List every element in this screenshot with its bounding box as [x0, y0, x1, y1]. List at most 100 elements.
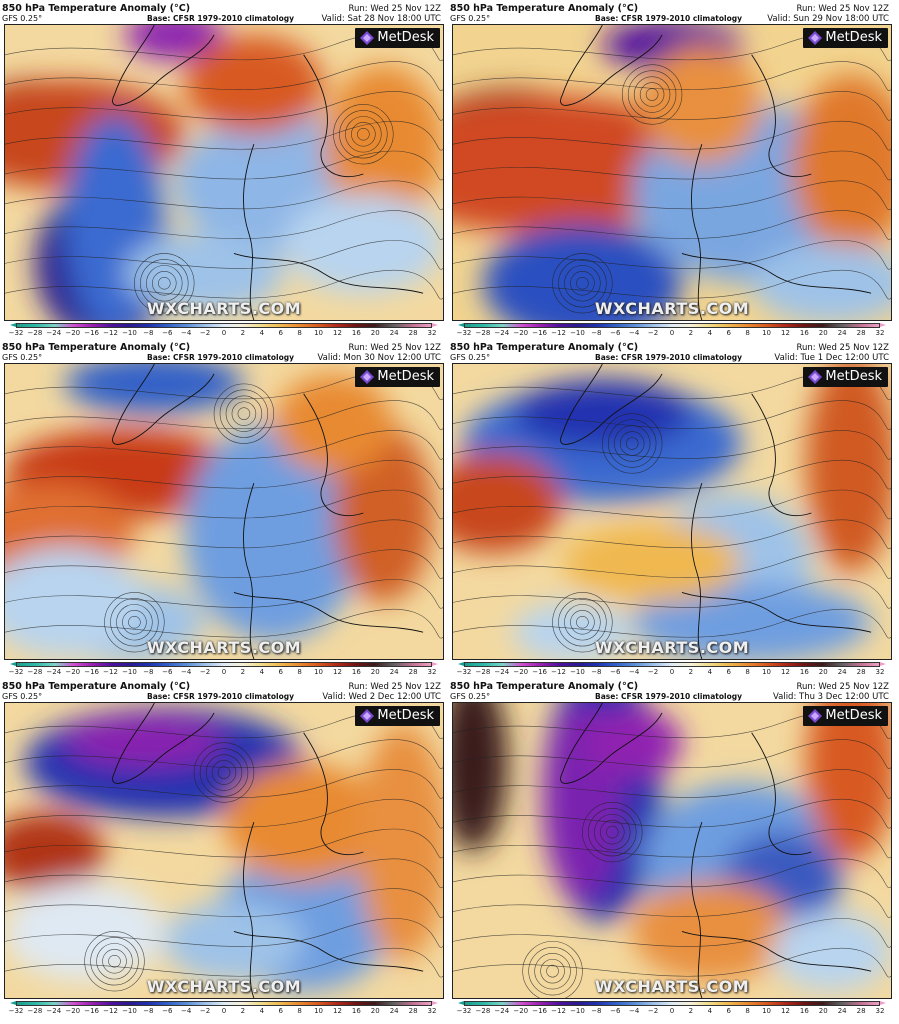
- colorbar-tick-label: 0: [669, 1007, 675, 1015]
- anomaly-region: [453, 453, 563, 553]
- coastline: [243, 483, 255, 659]
- colorbar-tick-label: −20: [513, 329, 529, 337]
- coastline: [681, 253, 872, 294]
- anomaly-map: MetDesk WXCHARTS.COM: [452, 363, 892, 660]
- isobar-line: [453, 370, 891, 401]
- map-canvas: [5, 25, 443, 320]
- colorbar-tick-label: 12: [780, 1007, 790, 1015]
- map-panel-1: 850 hPa Temperature Anomaly (°C) GFS 0.2…: [0, 3, 445, 339]
- pressure-centre-contour: [645, 88, 659, 101]
- pressure-centre-contour: [602, 413, 663, 474]
- anomaly-region: [771, 911, 891, 992]
- isobar-line: [453, 709, 891, 740]
- pressure-centre-contour: [600, 819, 625, 845]
- pressure-centre-contour: [558, 259, 607, 308]
- colorbar-tick-label: −6: [162, 329, 173, 337]
- colorbar-tick-label: −8: [143, 1007, 154, 1015]
- anomaly-region: [283, 193, 443, 294]
- anomaly-region: [632, 582, 872, 659]
- anomaly-field: [453, 703, 891, 992]
- pressure-centre-contour: [217, 766, 231, 779]
- colorbar-tick-label: −8: [143, 329, 154, 337]
- isobar-line: [5, 769, 443, 799]
- colorbar-min-arrow: [458, 323, 464, 327]
- pressure-centre-contour: [104, 592, 165, 653]
- colorbar-tick-label: 10: [762, 329, 771, 337]
- colorbar-tick-label: −12: [103, 329, 118, 337]
- colorbar-tick-label: 2: [688, 668, 694, 676]
- colorbar-tick-label: −6: [162, 1007, 173, 1015]
- pressure-centre-contour: [158, 276, 171, 290]
- panel-header: 850 hPa Temperature Anomaly (°C) GFS 0.2…: [450, 3, 889, 25]
- pressure-centre-contour: [213, 383, 275, 444]
- colorbar-tick-label: −12: [551, 1007, 566, 1015]
- colorbar-tick-label: 4: [259, 668, 265, 676]
- colorbar-gradient: [464, 323, 880, 328]
- colorbar-tick-label: −16: [532, 668, 548, 676]
- model-label: GFS 0.25°: [450, 353, 491, 362]
- metdesk-logo: MetDesk: [355, 28, 440, 48]
- pressure-centre-contour: [552, 592, 613, 653]
- anomaly-region: [806, 364, 891, 573]
- colorbar-tick-label: −12: [103, 668, 118, 676]
- colorbar-tick-label: 4: [707, 668, 713, 676]
- pressure-centre-contour: [619, 431, 645, 456]
- anomaly-region: [751, 243, 891, 320]
- coastline: [560, 703, 663, 784]
- colorbar-ticks: −32 −28 −24 −20 −16 −12 −10 −8 −6 −4 −2 0 2 4 6 8 10 12 16…: [457, 668, 885, 677]
- colorbar-tick-label: −10: [122, 329, 137, 337]
- logo-text: MetDesk: [825, 369, 882, 384]
- colorbar-tick-label: −32: [456, 1007, 472, 1015]
- colorbar-tick-label: 4: [259, 1007, 265, 1015]
- colorbar-tick-label: 6: [278, 1007, 283, 1015]
- pressure-centre-contour: [231, 401, 257, 426]
- panel-title: 850 hPa Temperature Anomaly (°C): [2, 342, 191, 353]
- colorbar-tick-label: 0: [669, 329, 675, 337]
- pressure-centre-contour: [522, 941, 583, 998]
- anomaly-region: [323, 64, 443, 224]
- run-label: Run: Wed 25 Nov 12Z: [796, 682, 889, 692]
- panel-title: 850 hPa Temperature Anomaly (°C): [2, 681, 191, 692]
- colorbar-tick-label: 2: [688, 329, 694, 337]
- pressure-centre-contour: [146, 265, 183, 302]
- anomaly-region: [482, 223, 682, 320]
- isobar-line: [5, 489, 443, 520]
- pressure-centre-contour: [528, 947, 577, 996]
- anomaly-region: [582, 707, 682, 778]
- colorbar-tick-label: −10: [570, 668, 585, 676]
- panel-title: 850 hPa Temperature Anomaly (°C): [450, 3, 639, 14]
- colorbar-tick-label: −20: [65, 329, 81, 337]
- pressure-centre-contour: [152, 271, 177, 296]
- anomaly-region: [512, 378, 692, 449]
- isobar-line: [453, 240, 891, 270]
- isobar-line: [453, 579, 891, 609]
- colorbar-tick-label: −32: [8, 1007, 24, 1015]
- colorbar-tick-label: 8: [745, 1007, 750, 1015]
- anomaly-region: [632, 881, 792, 982]
- run-label: Run: Wed 25 Nov 12Z: [348, 4, 441, 14]
- pressure-centre-contour: [84, 931, 145, 992]
- isobar-line: [5, 709, 443, 740]
- logo-text: MetDesk: [377, 708, 434, 723]
- isobar-line: [453, 609, 891, 639]
- colorbar-tick-label: 10: [314, 668, 323, 676]
- colorbar-tick-label: −32: [456, 329, 472, 337]
- pressure-centre-contour: [357, 128, 370, 141]
- colorbar-tick-label: 32: [427, 1007, 437, 1015]
- isobar-line: [453, 150, 891, 181]
- colorbar-tick-label: −10: [570, 329, 585, 337]
- valid-time-label: Valid: Tue 1 Dec 12:00 UTC: [774, 353, 889, 363]
- isobar-line: [5, 370, 443, 401]
- colorbar-tick-label: 24: [837, 668, 847, 676]
- pressure-centre-contour: [237, 407, 251, 420]
- isobar-line: [453, 460, 891, 490]
- panel-title: 850 hPa Temperature Anomaly (°C): [450, 342, 639, 353]
- anomaly-region: [5, 881, 165, 982]
- logo-text: MetDesk: [377, 369, 434, 384]
- anomaly-region: [453, 703, 508, 852]
- colorbar-max-arrow: [880, 662, 886, 666]
- colorbar-min-arrow: [10, 1001, 16, 1005]
- colorbar-gradient: [16, 1001, 432, 1006]
- colorbar-tick-label: 0: [669, 668, 675, 676]
- isobar-line: [5, 61, 443, 91]
